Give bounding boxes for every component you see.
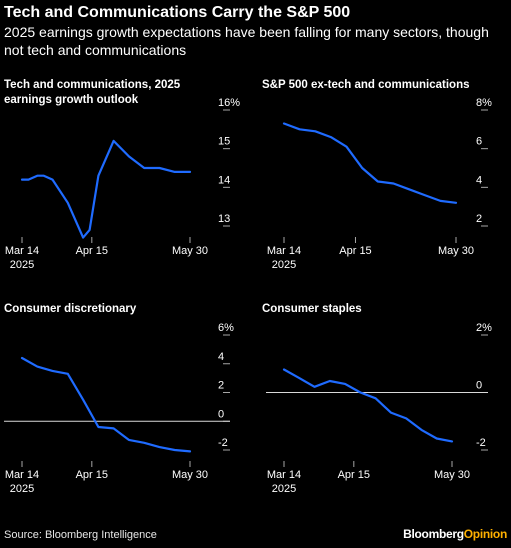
x-tick-label: Mar 14 2025 [267,245,301,271]
panel-title: Consumer staples [262,303,362,315]
y-tick-label: 0 [218,408,224,420]
panel-title: S&P 500 ex-tech and communications [262,79,470,91]
brand-suffix: Opinion [463,527,508,541]
y-tick-label: 13 [218,213,230,225]
x-tick-label: Mar 14 2025 [267,469,301,495]
series-line [20,139,192,239]
y-tick-label: 15 [218,136,230,148]
x-tick-label: Mar 14 2025 [5,469,39,495]
panel-title: Tech and communications, 2025 earnings gr… [4,79,181,106]
y-tick-label: 6% [218,322,234,334]
x-tick-label: May 30 [438,245,474,257]
x-tick-label: Mar 14 2025 [5,245,39,271]
panel-title: Consumer discretionary [4,303,137,315]
x-tick-label: Apr 15 [338,469,370,481]
series-line [282,122,458,204]
series-line [282,368,454,443]
y-tick-label: 4 [218,351,224,363]
x-tick-label: May 30 [434,469,470,481]
y-tick-label: 2 [218,380,224,392]
y-tick-label: 4 [476,174,482,186]
y-tick-label: 0 [476,380,482,392]
x-tick-label: Apr 15 [339,245,371,257]
y-tick-label: 8% [476,97,492,109]
y-tick-label: -2 [476,437,486,449]
y-tick-label: 2 [476,213,482,225]
y-tick-label: -2 [218,437,228,449]
y-tick-label: 16% [218,97,240,109]
series-line [20,356,192,453]
x-tick-label: Apr 15 [76,245,108,257]
y-tick-label: 14 [218,174,230,186]
chart-subtitle: 2025 earnings growth expectations have b… [4,24,489,58]
y-tick-label: 6 [476,136,482,148]
x-tick-label: May 30 [172,245,208,257]
y-tick-label: 2% [476,322,492,334]
x-tick-label: Apr 15 [76,469,108,481]
bloomberg-opinion-logo: BloombergOpinion [403,527,507,541]
x-tick-label: May 30 [172,469,208,481]
brand-name: Bloomberg [403,527,464,541]
source-note: Source: Bloomberg Intelligence [4,529,157,541]
chart-title: Tech and Communications Carry the S&P 50… [4,4,351,21]
